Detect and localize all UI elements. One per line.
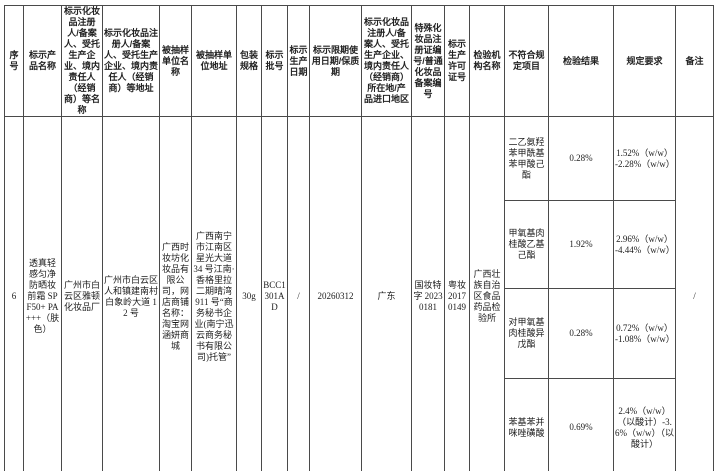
header-registration-no: 特殊化妆品注册证编号/普通化妆品备案编号 — [411, 5, 445, 117]
header-expiry: 标示限期使用日期/保质期 — [309, 5, 362, 117]
cosmetics-inspection-table: 序号 标示产品名称 标示化妆品注册人/备案人、受托生产企业、境内责任人（经销商）… — [4, 5, 714, 471]
cell-registrant-name: 广州市白云区雅顿化妆品厂 — [61, 116, 103, 471]
cell-requirement: 2.4%（w/w）（以酸计）-3.6%（w/w）（以酸计） — [613, 378, 676, 471]
cell-registrant-address: 广州市白云区人和镇建南村白象岭大道 12 号 — [102, 116, 160, 471]
cell-requirement: 1.52%（w/w）-2.28%（w/w） — [613, 116, 676, 201]
header-noncompliance-item: 不符合规定项目 — [504, 5, 549, 117]
header-inspection-agency: 检验机构名称 — [469, 5, 505, 117]
header-batch-no: 标示批号 — [261, 5, 288, 117]
header-sampled-unit-address: 被抽样单位地址 — [191, 5, 237, 117]
header-requirement: 规定要求 — [613, 5, 676, 117]
cell-license-no: 粤妆 20170149 — [444, 116, 470, 471]
header-remark: 备注 — [675, 5, 714, 117]
cell-requirement: 2.96%（w/w）-4.44%（w/w） — [613, 200, 676, 289]
cell-inspection-result: 0.69% — [548, 378, 614, 471]
cell-noncompliance-item: 对甲氧基肉桂酸异戊酯 — [504, 288, 549, 379]
header-package-spec: 包装规格 — [236, 5, 262, 117]
cell-expiry: 20260312 — [309, 116, 362, 471]
header-registrant-name: 标示化妆品注册人/备案人、受托生产企业、境内责任人（经销商）等名称 — [61, 5, 103, 117]
cell-seq: 6 — [4, 116, 24, 471]
cell-remark: / — [675, 116, 714, 471]
header-registrant-address: 标示化妆品注册人/备案人、受托生产企业、境内责任人（经销商）等地址 — [102, 5, 160, 117]
header-inspection-result: 检验结果 — [548, 5, 614, 117]
cell-registration-no: 国妆特字 20230181 — [411, 116, 445, 471]
cell-sampled-unit-address: 广西南宁市江南区星光大道 34 号江南·香格里拉二期晴湾 911 号“商务秘书企… — [191, 116, 237, 471]
cell-inspection-result: 0.28% — [548, 116, 614, 201]
data-subrow-4: 苯基苯并咪唑磺酸 0.69% 2.4%（w/w）（以酸计）-3.6%（w/w）（… — [5, 378, 714, 471]
cell-region: 广东 — [361, 116, 412, 471]
cell-requirement: 0.72%（w/w）-1.08%（w/w） — [613, 288, 676, 379]
data-subrow-1: 6 透真轻感匀净防晒妆前霜 SPF50+ PA+++（肤色） 广州市白云区雅顿化… — [4, 116, 714, 471]
cell-noncompliance-item: 苯基苯并咪唑磺酸 — [504, 378, 549, 471]
header-production-date: 标示生产日期 — [287, 5, 310, 117]
cell-sampled-unit-name: 广西时妆坊化妆品有限公司，网店商铺名称：淘宝网涵妍商城 — [159, 116, 192, 471]
header-sampled-unit-name: 被抽样单位名称 — [159, 5, 192, 117]
cell-production-date: / — [287, 116, 310, 471]
data-subrow-2: 甲氧基肉桂酸乙基己酯 1.92% 2.96%（w/w）-4.44%（w/w） — [5, 200, 714, 289]
cell-package-spec: 30g — [236, 116, 262, 471]
cell-inspection-result: 0.28% — [548, 288, 614, 379]
header-license-no: 标示生产许可证号 — [444, 5, 470, 117]
cell-noncompliance-item: 二乙氨羟苯甲酰基苯甲酸己酯 — [504, 116, 549, 201]
cell-batch-no: BCC1301AD — [261, 116, 288, 471]
data-subrow-3: 对甲氧基肉桂酸异戊酯 0.28% 0.72%（w/w）-1.08%（w/w） — [5, 288, 714, 379]
header-seq: 序号 — [4, 5, 24, 117]
cell-inspection-agency: 广西壮族自治区食品药品检验所 — [469, 116, 505, 471]
header-product-name: 标示产品名称 — [23, 5, 62, 117]
cell-product-name: 透真轻感匀净防晒妆前霜 SPF50+ PA+++（肤色） — [23, 116, 62, 471]
header-row: 序号 标示产品名称 标示化妆品注册人/备案人、受托生产企业、境内责任人（经销商）… — [4, 5, 714, 117]
cell-inspection-result: 1.92% — [548, 200, 614, 289]
header-region: 标示化妆品注册人/备案人、受托生产企业、境内责任人（经销商）所在地/产品进口地区 — [361, 5, 412, 117]
cell-noncompliance-item: 甲氧基肉桂酸乙基己酯 — [504, 200, 549, 289]
